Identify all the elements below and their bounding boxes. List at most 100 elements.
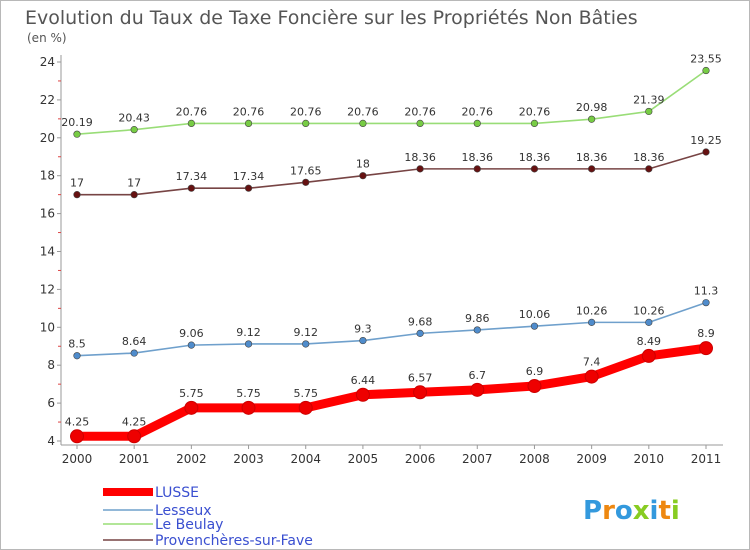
y-tick-label: 18 (40, 169, 55, 183)
x-tick-label: 2003 (233, 452, 264, 466)
data-label: 10.26 (576, 304, 608, 317)
data-point (416, 329, 424, 337)
data-label: 5.75 (236, 387, 261, 400)
legend-label-0: LUSSE (155, 485, 199, 501)
x-tick-label: 2011 (691, 452, 722, 466)
data-label: 18 (356, 158, 370, 171)
legend-label-1: Lesseux (155, 503, 212, 519)
data-point (302, 178, 310, 186)
y-tick-label: 16 (40, 207, 55, 221)
data-point (73, 130, 81, 138)
data-label: 18.36 (633, 151, 665, 164)
data-point (473, 119, 481, 127)
data-labels-layer: 20.19 20.43 20.76 20.76 20.76 20.76 20.76 20.76… (61, 53, 722, 429)
chart-subtitle: (en %) (27, 31, 67, 45)
chart-title: Evolution du Taux de Taxe Foncière sur l… (25, 7, 638, 29)
y-tick-label: 14 (40, 245, 55, 259)
data-point (130, 126, 138, 134)
logo-letter: o (615, 496, 633, 526)
proxiti-logo: Proxiti (583, 496, 680, 526)
data-label: 23.55 (690, 53, 722, 66)
data-point (184, 400, 199, 415)
x-tick-label: 2002 (176, 452, 207, 466)
legend-label-2: Le Beulay (155, 517, 223, 533)
data-label: 18.36 (519, 151, 551, 164)
x-tick-label: 2010 (634, 452, 665, 466)
data-label: 5.75 (293, 387, 318, 400)
data-label: 18.36 (404, 151, 436, 164)
data-label: 20.76 (462, 105, 494, 118)
data-point (73, 191, 81, 199)
data-point (470, 382, 485, 397)
y-tick-label: 4 (47, 434, 55, 448)
data-label: 17.34 (176, 170, 208, 183)
data-label: 4.25 (122, 415, 147, 428)
data-point (244, 340, 253, 348)
series-layer (70, 66, 713, 444)
data-label: 10.26 (633, 304, 665, 317)
x-tick-label: 2009 (576, 452, 607, 466)
data-label: 9.12 (236, 326, 261, 339)
data-label: 19.25 (690, 134, 722, 147)
data-point (645, 107, 653, 116)
logo-letter: i (671, 496, 680, 526)
data-point (702, 66, 710, 75)
data-label: 17 (127, 177, 141, 190)
data-point (416, 165, 424, 173)
data-point (359, 336, 367, 345)
data-label: 17 (70, 177, 84, 190)
series-line-0 (72, 343, 711, 441)
logo-letter: x (633, 496, 650, 526)
x-tick-label: 2004 (290, 452, 321, 466)
logo-letter: r (602, 496, 615, 526)
data-point (302, 119, 310, 127)
data-label: 17.34 (233, 170, 265, 183)
data-point (130, 191, 138, 199)
data-point (359, 119, 367, 127)
data-label: 7.4 (583, 356, 601, 369)
y-tick-label: 20 (40, 131, 55, 145)
data-point (588, 318, 596, 326)
data-label: 11.3 (694, 285, 719, 298)
data-label: 20.43 (118, 112, 150, 125)
data-point (473, 326, 481, 334)
x-tick-label: 2008 (519, 452, 550, 466)
data-label: 9.3 (354, 323, 372, 336)
series-line-3 (76, 151, 707, 196)
data-label: 20.76 (347, 105, 379, 118)
data-point (699, 341, 713, 356)
series-line-1 (76, 301, 707, 357)
x-tick-label: 2005 (348, 452, 379, 466)
logo-letter: t (658, 496, 670, 526)
data-label: 9.06 (179, 327, 204, 340)
data-label: 8.9 (697, 327, 715, 340)
x-tick-label: 2001 (119, 452, 150, 466)
data-label: 18.36 (576, 151, 608, 164)
data-point (645, 165, 653, 173)
data-label: 20.76 (290, 105, 322, 118)
y-tick-label: 22 (40, 93, 55, 107)
data-label: 8.64 (122, 335, 147, 348)
data-point (530, 119, 539, 127)
data-label: 9.12 (293, 326, 318, 339)
y-tick-label: 12 (40, 282, 55, 296)
data-point (702, 299, 710, 307)
x-tick-label: 2007 (462, 452, 493, 466)
data-label: 21.39 (633, 93, 665, 106)
y-tick-label: 8 (47, 358, 55, 372)
data-label: 6.9 (526, 365, 544, 378)
data-point (530, 322, 539, 330)
data-point (73, 352, 81, 360)
data-point (298, 400, 313, 415)
data-point (527, 379, 542, 394)
data-point (127, 429, 142, 444)
data-point (645, 318, 653, 326)
data-label: 6.57 (408, 371, 433, 384)
data-point (244, 184, 253, 192)
data-label: 20.76 (176, 105, 208, 118)
data-label: 20.19 (61, 116, 93, 129)
data-point (355, 387, 370, 402)
data-point (530, 165, 539, 173)
